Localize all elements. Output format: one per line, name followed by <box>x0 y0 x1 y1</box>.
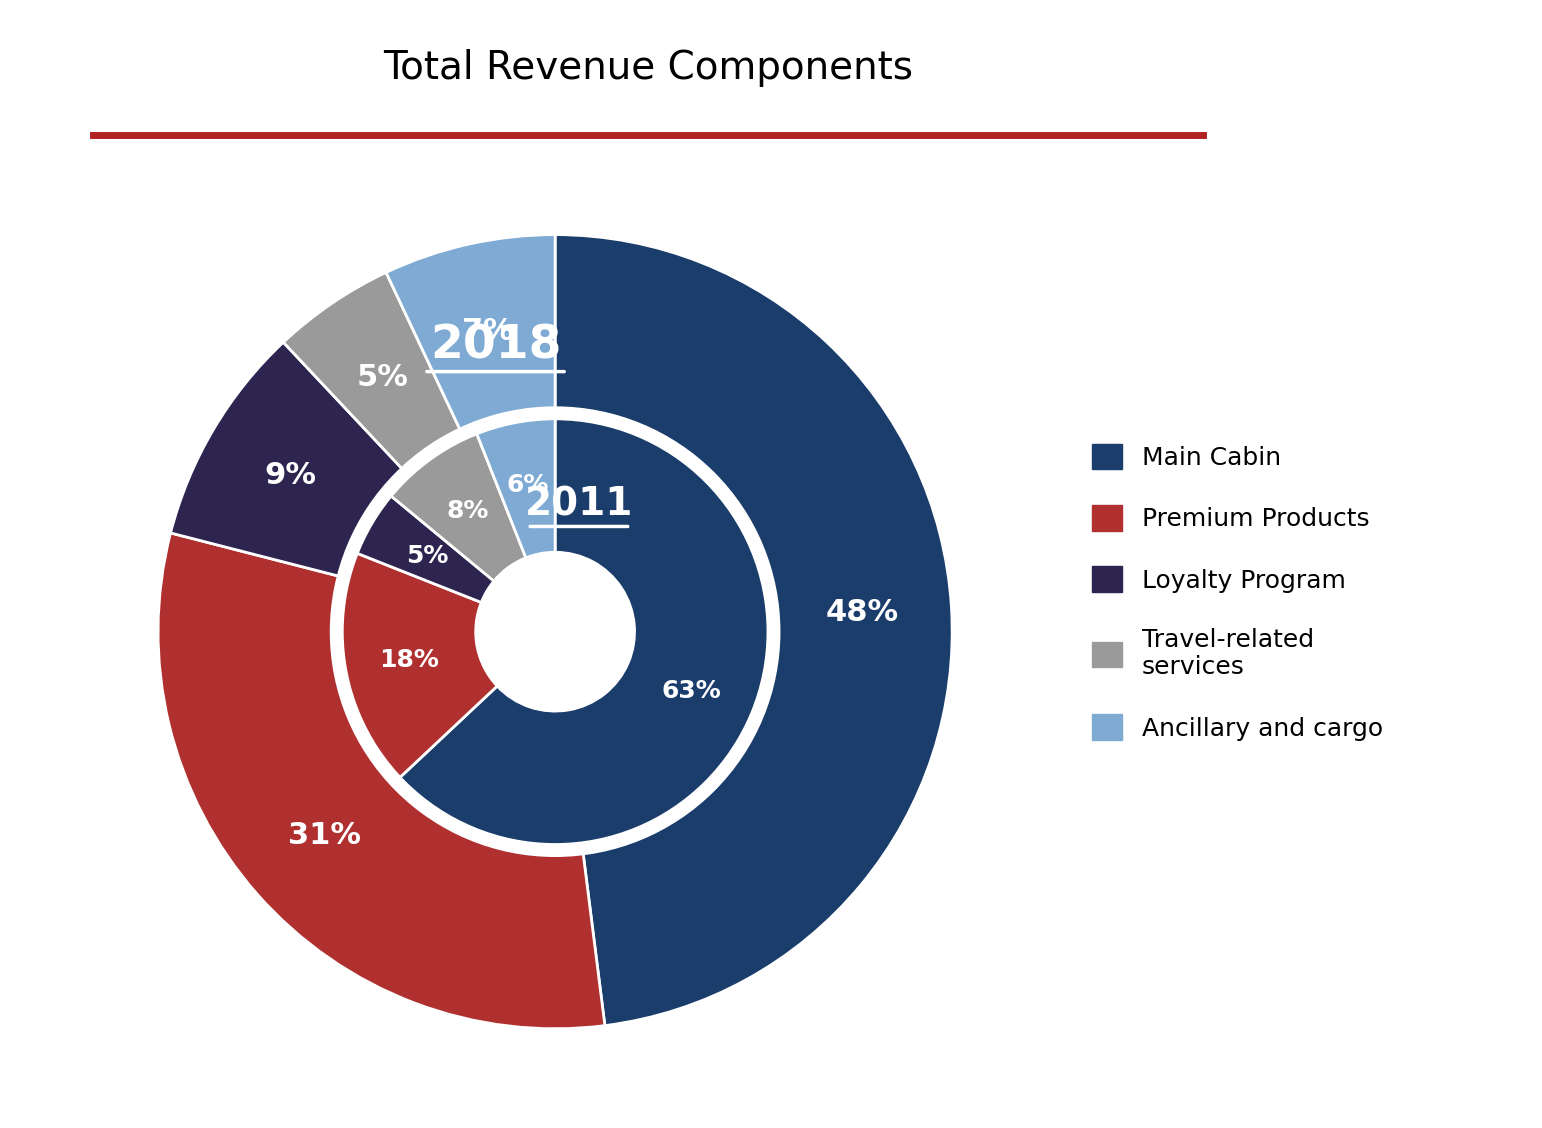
Text: 31%: 31% <box>288 821 361 849</box>
Text: 6%: 6% <box>506 474 549 497</box>
Circle shape <box>476 553 634 711</box>
Legend: Main Cabin, Premium Products, Loyalty Program, Travel-related
services, Ancillar: Main Cabin, Premium Products, Loyalty Pr… <box>1092 443 1383 741</box>
Text: 2011: 2011 <box>524 486 634 523</box>
Text: 2018: 2018 <box>430 324 561 369</box>
Wedge shape <box>396 413 774 851</box>
Text: 63%: 63% <box>662 679 722 703</box>
Text: 5%: 5% <box>356 363 409 391</box>
Wedge shape <box>475 413 555 558</box>
Wedge shape <box>555 235 951 1025</box>
Wedge shape <box>352 493 493 602</box>
Wedge shape <box>386 235 555 434</box>
Text: Total Revenue Components: Total Revenue Components <box>382 49 913 87</box>
Text: 8%: 8% <box>447 500 489 523</box>
Wedge shape <box>159 532 604 1029</box>
Wedge shape <box>171 342 406 578</box>
Wedge shape <box>336 552 497 782</box>
Wedge shape <box>284 273 463 473</box>
Text: 48%: 48% <box>825 598 899 627</box>
Text: 5%: 5% <box>406 544 449 567</box>
Text: 9%: 9% <box>264 460 316 490</box>
Text: 18%: 18% <box>379 647 439 671</box>
Wedge shape <box>387 429 526 581</box>
Text: 7%: 7% <box>463 317 513 346</box>
